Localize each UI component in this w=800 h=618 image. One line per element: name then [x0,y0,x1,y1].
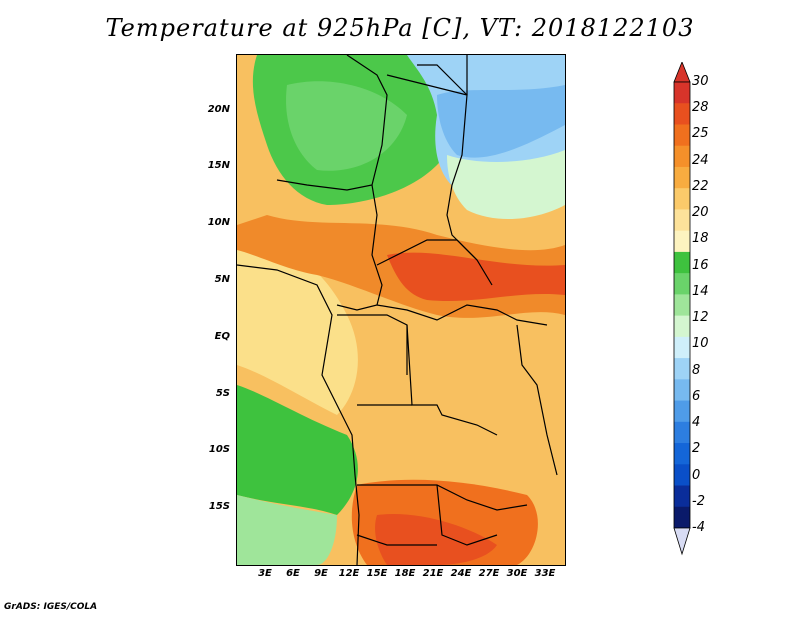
colorbar-cell [674,145,690,168]
colorbar-cells [673,81,691,529]
colorbar-top-arrow [673,62,691,83]
colorbar-cell [674,485,690,508]
colorbar-cell [674,230,690,253]
field-lightgreen-sw [237,495,337,565]
colorbar-label: 30 [692,74,709,89]
field-green-sw [237,385,358,515]
x-tick-label: 30E [506,568,528,579]
temperature-map [236,54,566,566]
x-tick-label: 33E [534,568,556,579]
colorbar-label: 28 [692,100,709,116]
y-tick-label: 15N [207,160,230,171]
colorbar-label: 4 [692,415,701,431]
colorbar-cell [674,506,690,529]
x-tick-label: 27E [478,568,500,579]
field-pale-green-ne [447,150,565,220]
colorbar-label: 24 [692,152,709,168]
colorbar-cell [674,188,690,210]
colorbar-cell [674,421,690,444]
colorbar-cell [674,358,690,380]
colorbar-cell [674,209,690,232]
x-tick-label: 3E [258,568,272,579]
field-green-inner [286,81,407,171]
y-tick-label: 10N [207,217,230,228]
colorbar-label: 25 [692,126,709,142]
colorbar-cell [674,103,690,125]
footer-credit: GrADS: IGES/COLA [4,602,98,612]
x-tick-label: 24E [450,568,472,579]
x-tick-label: 15E [366,568,388,579]
colorbar-cell [674,315,690,338]
colorbar-cell [674,464,690,487]
y-tick-label: 10S [208,444,230,455]
y-tick-label: 5S [215,388,230,399]
field-west-pale [237,235,358,415]
colorbar-label: 16 [692,257,709,273]
colorbar-label: 0 [692,467,701,483]
colorbar-cell [674,251,690,274]
field-hot-band [387,252,565,302]
colorbar-cell [674,124,690,147]
y-tick-label: 15S [208,501,230,512]
y-tick-label: 20N [207,104,230,115]
x-tick-label: 18E [394,568,416,579]
colorbar-cell [674,400,690,423]
colorbar-label: 14 [692,283,709,299]
plot-title: Temperature at 925hPa [C], VT: 201812210… [105,14,695,42]
coastline [237,264,360,565]
colorbar-cell [674,379,690,402]
country-borders [276,55,558,546]
x-tick-label: 12E [338,568,360,579]
y-tick-label: 5N [214,274,230,285]
x-tick-label: 21E [422,568,444,579]
y-tick-label: EQ [214,331,230,342]
field-hottest-south [375,514,497,565]
field-blue-inner [437,85,565,158]
colorbar-cell [674,336,690,359]
colorbar-label: 18 [692,231,709,247]
colorbar-label: -2 [692,493,705,509]
colorbar-cell [674,273,690,295]
colorbar-label: 22 [692,178,709,194]
colorbar-label: 6 [692,388,701,404]
colorbar [673,62,691,556]
colorbar-label: 20 [692,205,709,221]
x-tick-label: 9E [314,568,328,579]
colorbar-label: -4 [692,520,705,535]
colorbar-label: 12 [692,310,709,326]
colorbar-cell [674,82,690,104]
colorbar-bottom-arrow [673,527,691,556]
colorbar-label: 8 [692,362,701,378]
colorbar-cell [674,294,690,317]
colorbar-cell [674,443,690,465]
colorbar-label: 10 [692,336,709,352]
x-tick-label: 6E [286,568,300,579]
colorbar-label: 2 [692,441,701,457]
colorbar-cell [674,166,690,189]
